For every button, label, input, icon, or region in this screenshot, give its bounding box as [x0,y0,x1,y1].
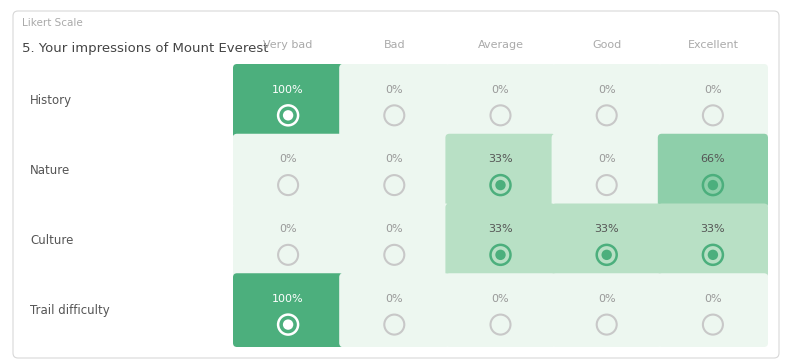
Text: 33%: 33% [488,155,512,165]
FancyBboxPatch shape [445,273,556,347]
Text: History: History [30,94,72,107]
Text: 100%: 100% [272,294,304,304]
Text: Bad: Bad [383,40,406,50]
Text: 5. Your impressions of Mount Everest: 5. Your impressions of Mount Everest [22,42,268,55]
Text: 33%: 33% [488,224,512,234]
Text: 0%: 0% [386,224,403,234]
FancyBboxPatch shape [551,134,662,208]
Text: 100%: 100% [272,85,304,95]
FancyBboxPatch shape [233,64,343,138]
FancyBboxPatch shape [339,134,449,208]
Text: 0%: 0% [492,85,509,95]
Text: Very bad: Very bad [264,40,313,50]
Text: 66%: 66% [701,155,725,165]
FancyBboxPatch shape [445,204,556,277]
FancyBboxPatch shape [339,273,449,347]
FancyBboxPatch shape [233,204,343,277]
FancyBboxPatch shape [658,134,768,208]
FancyBboxPatch shape [13,11,779,358]
FancyBboxPatch shape [445,64,556,138]
FancyBboxPatch shape [658,204,768,277]
FancyBboxPatch shape [233,273,343,347]
Text: 0%: 0% [598,294,615,304]
Text: Culture: Culture [30,234,74,247]
FancyBboxPatch shape [445,134,556,208]
Text: 0%: 0% [280,224,297,234]
Circle shape [495,250,506,260]
Text: 0%: 0% [598,85,615,95]
FancyBboxPatch shape [551,204,662,277]
FancyBboxPatch shape [658,273,768,347]
Text: Good: Good [592,40,622,50]
Text: Likert Scale: Likert Scale [22,18,82,28]
FancyBboxPatch shape [339,64,449,138]
Text: 0%: 0% [598,155,615,165]
Text: 33%: 33% [594,224,619,234]
Circle shape [708,180,718,190]
Text: 0%: 0% [704,294,722,304]
Text: 0%: 0% [704,85,722,95]
Text: Nature: Nature [30,164,70,177]
FancyBboxPatch shape [233,134,343,208]
Circle shape [495,180,506,190]
Circle shape [283,110,293,121]
Text: 0%: 0% [386,155,403,165]
Text: 0%: 0% [386,85,403,95]
Text: 0%: 0% [280,155,297,165]
Text: 33%: 33% [701,224,725,234]
Text: 0%: 0% [386,294,403,304]
FancyBboxPatch shape [658,64,768,138]
Circle shape [708,250,718,260]
Text: 0%: 0% [492,294,509,304]
FancyBboxPatch shape [551,64,662,138]
FancyBboxPatch shape [339,204,449,277]
Circle shape [601,250,612,260]
Circle shape [283,319,293,330]
Text: Excellent: Excellent [687,40,738,50]
Text: Average: Average [478,40,524,50]
FancyBboxPatch shape [551,273,662,347]
Text: Trail difficulty: Trail difficulty [30,304,110,317]
